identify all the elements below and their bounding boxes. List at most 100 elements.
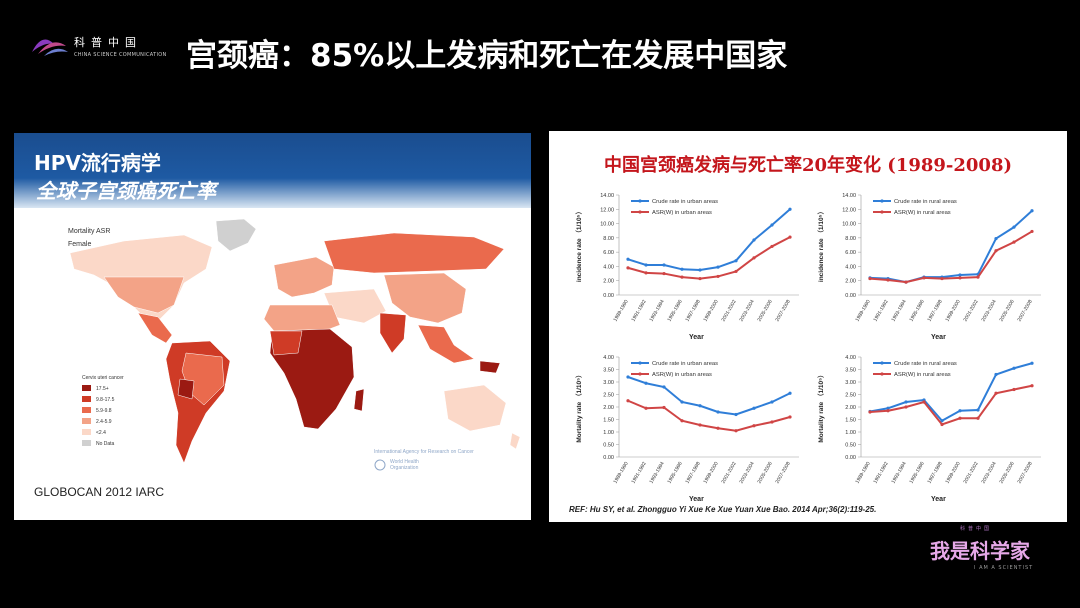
data-point (904, 400, 908, 404)
y-tick-label: 1.00 (845, 430, 856, 436)
data-point (886, 409, 890, 413)
legend-swatch (82, 429, 91, 435)
y-tick-label: 8.00 (603, 236, 614, 242)
y-tick-label: 1.50 (603, 418, 614, 424)
data-point (698, 404, 702, 408)
data-point (976, 416, 980, 420)
legend-label: ASR(W) in urban areas (652, 210, 712, 216)
y-tick-label: 0.00 (845, 455, 856, 461)
data-point (868, 276, 872, 281)
map-title: Mortality ASR (68, 228, 110, 235)
data-point (752, 406, 756, 410)
sub-saharan-africa-region (269, 328, 355, 430)
data-point (788, 235, 792, 239)
west-africa-region (269, 330, 303, 356)
data-point (662, 385, 666, 389)
legend-marker (638, 210, 642, 214)
source-footer: GLOBOCAN 2012 IARC (34, 485, 165, 499)
data-point (734, 412, 738, 417)
i-am-a-scientist-logo: 科普中国 我是科学家 I AM A SCIENTIST (930, 525, 1040, 575)
y-tick-label: 4.00 (603, 264, 614, 270)
y-tick-label: 10.00 (842, 222, 856, 228)
x-tick-label: 2003-2004 (739, 461, 756, 485)
china-region (383, 272, 467, 324)
x-tick-label: 1995-1996 (667, 461, 684, 485)
legend-marker (638, 372, 642, 376)
y-tick-label: 6.00 (845, 250, 856, 256)
series-line (869, 209, 1033, 284)
x-tick-label: 2001-2002 (963, 461, 980, 485)
data-point (922, 400, 926, 404)
x-tick-label: 2001-2002 (721, 299, 738, 323)
hpv-epidemiology-slide: HPV流行病学 全球子宫颈癌死亡率 Mortality ASR Female (14, 133, 531, 520)
legend-label: Crude rate in urban areas (652, 361, 718, 367)
data-point (752, 256, 756, 260)
y-tick-label: 4.00 (845, 264, 856, 270)
y-tick-label: 1.00 (603, 430, 614, 436)
madagascar-region (353, 388, 365, 412)
y-tick-label: 12.00 (600, 207, 614, 213)
x-tick-label: 1995-1996 (667, 299, 684, 323)
png-region (479, 360, 501, 374)
x-tick-label: 1991-1992 (873, 299, 890, 323)
x-tick-label: 1999-2000 (945, 461, 962, 485)
legend-marker (880, 372, 884, 376)
data-point (940, 419, 944, 423)
y-tick-label: 0.00 (603, 455, 614, 461)
data-point (958, 276, 962, 280)
urban-mortality-chart: 0.00 0.50 1.00 1.50 2.00 2.50 3.00 3.50 4.00 1989… (575, 355, 799, 503)
data-point (644, 381, 648, 385)
legend-label: 9.8-17.5 (96, 397, 115, 403)
legend-label: ASR(W) in rural areas (894, 372, 951, 378)
x-tick-label: 1997-1998 (927, 299, 944, 323)
data-point (680, 419, 684, 423)
data-point (698, 423, 702, 427)
who-emblem-icon (374, 459, 386, 471)
data-point (680, 267, 684, 271)
x-tick-label: 1997-1998 (927, 461, 944, 485)
data-point (770, 244, 774, 249)
y-tick-label: 3.50 (845, 368, 856, 374)
x-tick-label: 1993-1994 (649, 461, 666, 485)
data-point (626, 266, 630, 270)
y-axis-label: incidence rate （1/10⁵） (575, 208, 583, 282)
data-point (1012, 366, 1016, 370)
rural-mortality-chart: 0.00 0.50 1.00 1.50 2.00 2.50 3.00 3.50 4.00 1989… (817, 355, 1041, 503)
data-point (752, 238, 756, 242)
x-tick-label: 1989-1990 (613, 299, 630, 323)
y-tick-label: 3.00 (603, 380, 614, 386)
new-zealand-region (509, 432, 521, 450)
data-point (626, 399, 630, 403)
data-point (1012, 387, 1016, 392)
data-point (770, 400, 774, 404)
panel-title: HPV流行病学 (34, 151, 161, 175)
data-point (1030, 384, 1034, 388)
x-tick-label: 1989-1990 (855, 461, 872, 485)
data-point (662, 263, 666, 267)
y-tick-label: 0.00 (603, 293, 614, 299)
logo-en-text: CHINA SCIENCE COMMUNICATION (74, 52, 167, 58)
y-axis-label: Mortality rate （1/10⁵） (575, 371, 583, 442)
series-line (869, 230, 1033, 284)
x-tick-label: 1999-2000 (945, 299, 962, 323)
panel-subtitle: 全球子宫颈癌死亡率 (36, 179, 216, 203)
legend-marker (638, 361, 642, 365)
y-axis-label: incidence rate （1/10⁵） (817, 208, 825, 282)
data-point (994, 249, 998, 253)
y-tick-label: 0.00 (845, 293, 856, 299)
x-tick-label: 2007-2008 (1017, 461, 1034, 485)
x-tick-label: 2003-2004 (981, 461, 998, 485)
data-point (770, 223, 774, 227)
data-point (904, 280, 908, 284)
logo-cn-text: 科普中国 (74, 36, 142, 49)
data-point (770, 420, 774, 424)
x-tick-label: 2007-2008 (1017, 299, 1034, 323)
data-point (734, 259, 738, 263)
brand-main-text: 我是科学家 (930, 539, 1030, 563)
series-line (869, 362, 1033, 423)
x-tick-label: 2007-2008 (775, 299, 792, 323)
brand-small-text: 科普中国 (960, 526, 993, 532)
bolivia-region (177, 378, 195, 400)
y-tick-label: 12.00 (842, 207, 856, 213)
x-tick-label: 2007-2008 (775, 461, 792, 485)
